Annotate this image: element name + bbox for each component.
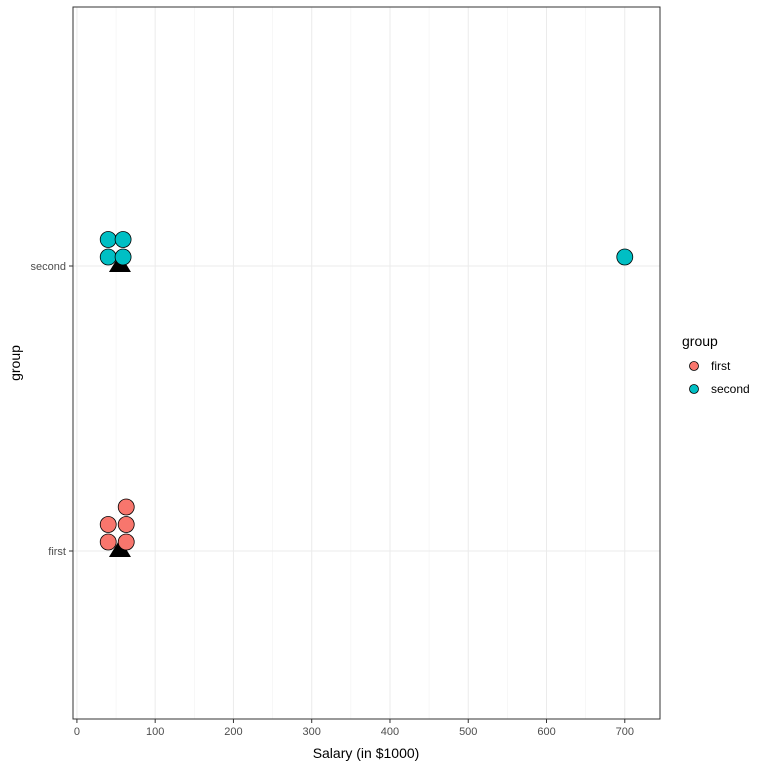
x-tick-label: 700 [616, 726, 634, 738]
data-point-first [118, 499, 134, 515]
x-tick-label: 300 [303, 726, 321, 738]
x-tick-label: 600 [537, 726, 555, 738]
legend-key-second [690, 385, 699, 394]
legend-key-first [690, 362, 699, 371]
legend-label-second: second [711, 382, 750, 396]
x-axis-ticks: 0 100 200 300 400 500 600 700 [74, 719, 634, 738]
data-point-first [100, 534, 116, 550]
x-tick-label: 100 [146, 726, 164, 738]
data-point-second [617, 249, 633, 265]
panel-background [73, 7, 660, 719]
data-point-first [100, 517, 116, 533]
y-axis-title: group [7, 345, 23, 381]
legend: group first second [682, 333, 750, 396]
legend-entries: first second [690, 359, 750, 396]
x-tick-label: 200 [224, 726, 242, 738]
x-tick-label: 400 [381, 726, 399, 738]
data-point-second [100, 249, 116, 265]
data-point-second [100, 232, 116, 248]
x-tick-label: 500 [459, 726, 477, 738]
data-point-second [115, 249, 131, 265]
data-point-first [118, 534, 134, 550]
legend-title: group [682, 333, 718, 349]
x-axis-title: Salary (in $1000) [313, 745, 420, 761]
y-tick-label: first [48, 546, 66, 558]
x-tick-label: 0 [74, 726, 80, 738]
legend-label-first: first [711, 359, 731, 373]
y-axis-ticks: first second [31, 261, 73, 558]
data-point-second [115, 232, 131, 248]
data-point-first [118, 517, 134, 533]
y-tick-label: second [31, 261, 66, 273]
